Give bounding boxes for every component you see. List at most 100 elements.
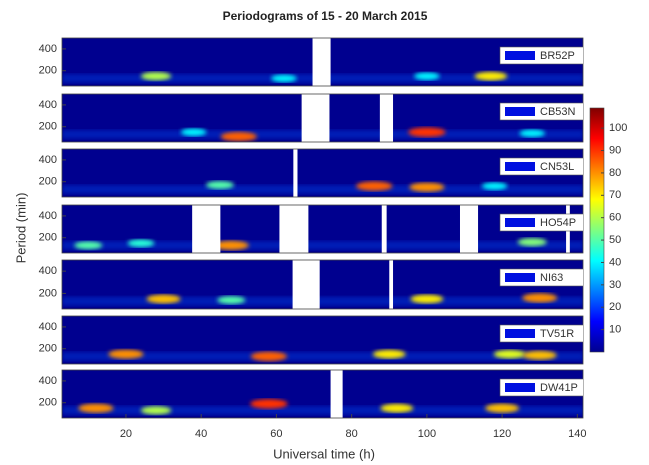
y-tick-label: 400: [39, 99, 57, 111]
hotspot: [380, 403, 414, 413]
chart-title: Periodograms of 15 - 20 March 2015: [223, 9, 428, 23]
colorbar-tick-label: 30: [609, 279, 621, 291]
colorbar-tick-label: 100: [609, 122, 627, 134]
legend-swatch: [505, 51, 535, 60]
panel: [62, 370, 583, 418]
hotspot: [409, 182, 445, 192]
hotspot: [250, 351, 288, 362]
low-band: [62, 406, 583, 415]
hotspot: [519, 129, 546, 138]
hotspot: [146, 294, 181, 304]
legend: CN53L: [499, 157, 583, 176]
hotspot: [78, 403, 114, 413]
panel: [62, 260, 583, 309]
hotspot: [140, 71, 172, 81]
colorbar-tick-label: 10: [609, 324, 621, 336]
data-gap: [192, 205, 221, 253]
hotspot: [220, 131, 258, 142]
colorbar-tick-label: 90: [609, 144, 621, 156]
x-tick-label: 140: [568, 428, 586, 440]
hotspot: [217, 296, 246, 305]
hotspot: [410, 294, 444, 304]
x-tick-label: 60: [270, 428, 282, 440]
legend-swatch: [505, 329, 535, 338]
y-tick-label: 200: [39, 176, 57, 188]
data-gap: [293, 149, 298, 197]
y-axis-label: Period (min): [13, 193, 28, 264]
low-band: [62, 352, 583, 361]
colorbar-tick-label: 60: [609, 212, 621, 224]
hotspot: [250, 399, 288, 409]
low-band: [62, 185, 583, 194]
legend-swatch: [505, 162, 535, 171]
legend-label: CN53L: [540, 161, 574, 173]
hotspot: [205, 181, 234, 189]
y-tick-label: 200: [39, 232, 57, 244]
hotspot: [140, 406, 172, 415]
legend-swatch: [505, 383, 535, 392]
y-tick-label: 200: [39, 65, 57, 77]
legend-swatch: [505, 273, 535, 282]
legend: HO54P: [499, 213, 583, 232]
data-gap: [389, 260, 394, 309]
x-tick-label: 40: [195, 428, 207, 440]
data-gap: [381, 205, 387, 253]
hotspot: [474, 71, 508, 81]
legend: CB53N: [499, 102, 583, 121]
low-band: [62, 241, 583, 250]
colorbar-tick-label: 70: [609, 189, 621, 201]
hotspot: [408, 127, 446, 137]
legend: BR52P: [499, 46, 583, 65]
y-tick-label: 400: [39, 375, 57, 387]
colorbar-tick-label: 80: [609, 167, 621, 179]
y-tick-label: 200: [39, 343, 57, 355]
y-tick-label: 400: [39, 210, 57, 222]
panel: [62, 205, 583, 253]
y-tick-label: 400: [39, 265, 57, 277]
legend-swatch: [505, 107, 535, 116]
y-tick-label: 200: [39, 287, 57, 299]
y-tick-label: 400: [39, 154, 57, 166]
hotspot: [108, 349, 144, 359]
colorbar-tick-label: 50: [609, 234, 621, 246]
hotspot: [481, 182, 508, 190]
data-gap: [312, 38, 331, 86]
hotspot: [356, 181, 393, 191]
hotspot: [213, 240, 249, 250]
hotspot: [493, 349, 526, 359]
data-gap: [301, 94, 330, 142]
legend: DW41P: [499, 378, 583, 397]
data-gap: [379, 94, 394, 142]
colorbar-tick-label: 20: [609, 301, 621, 313]
hotspot: [372, 349, 406, 359]
x-axis-label: Universal time (h): [273, 446, 375, 461]
y-tick-label: 400: [39, 43, 57, 55]
legend-label: CB53N: [540, 106, 576, 118]
hotspot: [522, 350, 557, 360]
data-gap: [330, 370, 343, 418]
legend: NI63: [499, 268, 583, 287]
y-tick-label: 200: [39, 397, 57, 409]
hotspot: [271, 74, 297, 83]
x-tick-label: 100: [418, 428, 436, 440]
y-tick-label: 400: [39, 321, 57, 333]
hotspot: [127, 239, 155, 248]
panel: [62, 38, 583, 86]
legend-label: BR52P: [540, 50, 575, 62]
legend-swatch: [505, 218, 535, 227]
hotspot: [414, 72, 440, 80]
data-gap: [459, 205, 479, 253]
colorbar: [589, 107, 605, 353]
x-tick-label: 20: [120, 428, 132, 440]
panel: [62, 94, 583, 142]
panel: [62, 316, 583, 364]
colorbar-tick-label: 40: [609, 256, 621, 268]
hotspot: [522, 293, 558, 303]
legend-label: HO54P: [540, 217, 576, 229]
low-band: [62, 296, 583, 306]
x-tick-label: 80: [346, 428, 358, 440]
data-gap: [292, 260, 320, 309]
hotspot: [180, 128, 207, 136]
hotspot: [485, 403, 520, 413]
